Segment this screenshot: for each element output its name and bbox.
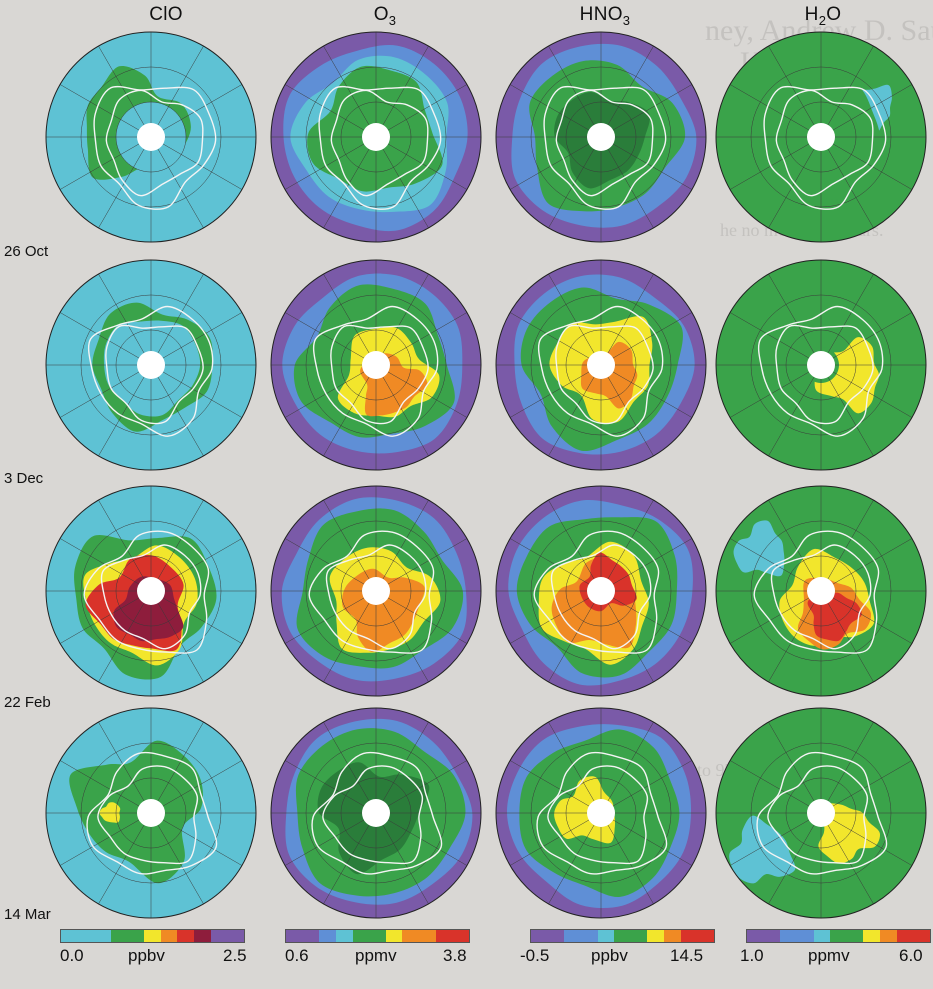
colorbar-swatch-3-9 <box>896 930 914 942</box>
colorbar-swatch-3-10 <box>913 930 931 942</box>
colorbar-swatch-2-4 <box>597 930 615 942</box>
colorbar-swatch-3-1 <box>763 930 781 942</box>
colorbar-swatch-2-2 <box>564 930 581 942</box>
colorbar-swatch-0-5 <box>144 930 161 942</box>
colorbar-clo-unit: ppbv <box>128 946 165 965</box>
colorbar-swatch-2-6 <box>630 930 648 942</box>
colorbar-swatch-3-2 <box>780 930 797 942</box>
colorbar-o3-min: 0.6 <box>285 946 309 965</box>
polar-map-hno3-1 <box>494 30 708 244</box>
colorbar-swatch-0-1 <box>77 930 95 942</box>
colorbar-swatch-1-1 <box>302 930 320 942</box>
colorbar-hno3-unit: ppbv <box>591 946 628 965</box>
colorbar-o3-max: 3.8 <box>443 946 467 965</box>
colorbar-swatch-3-5 <box>830 930 847 942</box>
polar-map-clo-4 <box>44 706 258 920</box>
polar-map-o3-1 <box>269 30 483 244</box>
colorbar-h2o-min: 1.0 <box>740 946 764 965</box>
colorbar-swatch-3-6 <box>846 930 864 942</box>
polar-map-h2o-3 <box>714 484 928 698</box>
polar-map-h2o-4 <box>714 706 928 920</box>
colorbar-swatch-3-8 <box>880 930 897 942</box>
polar-map-hno3-4 <box>494 706 708 920</box>
polar-map-h2o-1 <box>714 30 928 244</box>
polar-map-clo-3 <box>44 484 258 698</box>
colorbar-h2o-max: 6.0 <box>899 946 923 965</box>
column-title-hno3: HNO3 <box>579 4 631 28</box>
column-title-o3: O3 <box>373 4 397 28</box>
colorbar-swatch-1-0 <box>286 930 303 942</box>
colorbar-swatch-1-9 <box>435 930 453 942</box>
colorbar-clo-min: 0.0 <box>60 946 84 965</box>
polar-map-h2o-2 <box>714 258 928 472</box>
colorbar-swatch-1-7 <box>402 930 420 942</box>
colorbar-swatch-1-4 <box>352 930 370 942</box>
colorbar-hno3-min: -0.5 <box>520 946 550 965</box>
colorbar-swatch-1-8 <box>419 930 436 942</box>
colorbar-swatch-0-10 <box>227 930 245 942</box>
colorbar-swatch-2-3 <box>580 930 598 942</box>
colorbar-swatch-1-2 <box>319 930 336 942</box>
colorbar-clo <box>60 929 245 943</box>
polar-map-hno3-2 <box>494 258 708 472</box>
colorbar-swatch-1-3 <box>335 930 353 942</box>
colorbar-swatch-0-9 <box>210 930 228 942</box>
polar-map-o3-4 <box>269 706 483 920</box>
colorbar-swatch-2-8 <box>664 930 681 942</box>
colorbar-hno3-max: 14.5 <box>670 946 704 965</box>
colorbar-swatch-0-3 <box>110 930 128 942</box>
colorbar-swatch-0-8 <box>194 930 211 942</box>
polar-map-hno3-3 <box>494 484 708 698</box>
colorbar-swatch-0-2 <box>94 930 111 942</box>
colorbar-swatch-2-9 <box>680 930 698 942</box>
column-title-h2o: H2O <box>804 4 842 28</box>
colorbar-swatch-2-0 <box>531 930 548 942</box>
colorbar-swatch-2-1 <box>547 930 565 942</box>
polar-map-clo-2 <box>44 258 258 472</box>
colorbar-swatch-0-0 <box>61 930 78 942</box>
colorbar-swatch-1-5 <box>369 930 386 942</box>
colorbar-swatch-2-10 <box>697 930 715 942</box>
polar-map-o3-2 <box>269 258 483 472</box>
row-label-14-mar: 14 Mar <box>4 906 51 923</box>
polar-map-o3-3 <box>269 484 483 698</box>
colorbar-swatch-1-6 <box>385 930 403 942</box>
colorbar-swatch-3-4 <box>813 930 831 942</box>
colorbar-swatch-0-6 <box>160 930 178 942</box>
colorbar-o3 <box>285 929 470 943</box>
colorbar-swatch-0-7 <box>177 930 195 942</box>
colorbar-swatch-2-5 <box>614 930 631 942</box>
row-label-3-dec: 3 Dec <box>4 470 44 487</box>
column-title-clo: ClO <box>149 4 183 25</box>
polar-map-clo-1 <box>44 30 258 244</box>
row-label-26-oct: 26 Oct <box>4 243 49 260</box>
colorbar-swatch-0-4 <box>127 930 145 942</box>
colorbar-o3-unit: ppmv <box>355 946 397 965</box>
colorbar-h2o-unit: ppmv <box>808 946 850 965</box>
colorbar-swatch-3-7 <box>863 930 881 942</box>
row-label-22-feb: 22 Feb <box>4 694 51 711</box>
colorbar-swatch-1-10 <box>452 930 470 942</box>
colorbar-swatch-2-7 <box>647 930 665 942</box>
colorbar-h2o <box>746 929 931 943</box>
colorbar-clo-max: 2.5 <box>223 946 247 965</box>
colorbar-swatch-3-3 <box>796 930 814 942</box>
colorbar-swatch-3-0 <box>747 930 764 942</box>
colorbar-hno3 <box>530 929 715 943</box>
